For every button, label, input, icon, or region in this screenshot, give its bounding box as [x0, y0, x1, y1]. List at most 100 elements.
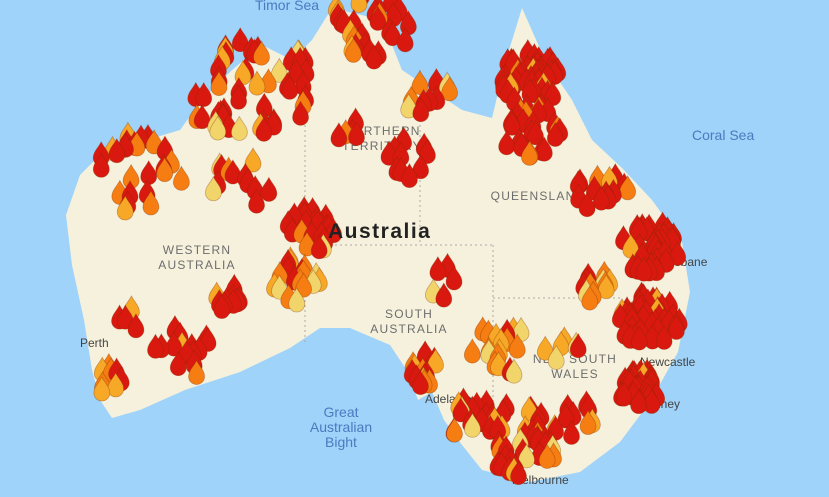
fire-marker-icon[interactable]	[581, 285, 599, 311]
fire-marker-icon[interactable]	[230, 84, 248, 110]
fire-marker-icon[interactable]	[597, 273, 615, 300]
fire-marker-icon[interactable]	[210, 70, 228, 96]
fire-marker-icon[interactable]	[490, 350, 507, 377]
fire-marker-icon[interactable]	[195, 81, 213, 107]
fire-marker-icon[interactable]	[169, 350, 187, 377]
fire-marker-icon[interactable]	[547, 344, 565, 370]
fire-marker-icon[interactable]	[380, 140, 398, 166]
fire-marker-icon[interactable]	[142, 190, 160, 216]
perth-label: Perth	[80, 336, 109, 350]
fire-marker-icon[interactable]	[445, 265, 463, 291]
fire-marker-icon[interactable]	[224, 159, 242, 185]
fire-marker-icon[interactable]	[419, 138, 436, 164]
fire-marker-icon[interactable]	[535, 136, 553, 162]
fire-marker-icon[interactable]	[579, 409, 597, 435]
fire-marker-icon[interactable]	[253, 40, 270, 66]
fire-marker-icon[interactable]	[230, 115, 248, 141]
fire-marker-icon[interactable]	[295, 272, 313, 298]
fire-marker-icon[interactable]	[655, 324, 673, 350]
fire-marker-icon[interactable]	[330, 122, 348, 148]
fire-marker-icon[interactable]	[107, 372, 125, 398]
fire-markers	[92, 0, 688, 485]
fire-marker-icon[interactable]	[518, 443, 535, 469]
fire-marker-icon[interactable]	[288, 287, 306, 313]
fire-marker-icon[interactable]	[429, 255, 447, 282]
fire-marker-icon[interactable]	[244, 147, 262, 173]
country-label: Australia	[328, 220, 431, 243]
fire-marker-icon[interactable]	[538, 443, 556, 469]
fire-marker-icon[interactable]	[248, 70, 266, 96]
fire-marker-icon[interactable]	[498, 129, 516, 156]
fire-marker-icon[interactable]	[401, 162, 418, 188]
fire-marker-icon[interactable]	[505, 358, 523, 384]
fire-marker-icon[interactable]	[446, 417, 463, 443]
fire-marker-icon[interactable]	[412, 153, 430, 180]
fire-marker-icon[interactable]	[147, 333, 164, 359]
fire-marker-icon[interactable]	[348, 120, 365, 146]
fire-marker-icon[interactable]	[592, 185, 610, 211]
fire-marker-icon[interactable]	[508, 333, 526, 359]
fire-marker-icon[interactable]	[441, 75, 458, 102]
fire-marker-icon[interactable]	[578, 191, 596, 218]
fire-marker-icon[interactable]	[503, 110, 521, 136]
fire-marker-icon[interactable]	[248, 188, 265, 214]
fire-marker-icon[interactable]	[384, 20, 401, 47]
fire-marker-icon[interactable]	[635, 256, 653, 282]
fire-marker-icon[interactable]	[435, 282, 453, 308]
fire-marker-icon[interactable]	[527, 119, 544, 146]
fire-marker-icon[interactable]	[557, 403, 575, 429]
fire-marker-icon[interactable]	[412, 369, 429, 395]
fire-marker-icon[interactable]	[116, 195, 134, 221]
fire-marker-icon[interactable]	[521, 140, 538, 166]
fire-marker-icon[interactable]	[345, 37, 362, 63]
fire-marker-icon[interactable]	[667, 314, 685, 340]
fire-marker-icon[interactable]	[292, 100, 309, 126]
fire-marker-icon[interactable]	[615, 381, 633, 407]
fire-marker-icon[interactable]	[260, 176, 278, 202]
fire-marker-icon[interactable]	[209, 115, 227, 141]
fire-marker-icon[interactable]	[400, 93, 418, 119]
fire-marker-icon[interactable]	[213, 293, 231, 319]
fire-marker-icon[interactable]	[619, 174, 637, 201]
fire-marker-icon[interactable]	[536, 335, 554, 361]
fire-marker-icon[interactable]	[546, 121, 564, 147]
fire-marker-icon[interactable]	[231, 26, 249, 53]
fire-marker-icon[interactable]	[643, 388, 661, 414]
fire-marker-icon[interactable]	[116, 304, 134, 330]
fire-marker-icon[interactable]	[255, 116, 273, 142]
fire-marker-icon[interactable]	[369, 5, 387, 31]
bight-label-line3: Bight	[325, 434, 357, 450]
fire-marker-icon[interactable]	[427, 348, 444, 374]
fire-marker-icon[interactable]	[411, 69, 429, 95]
fire-marker-icon[interactable]	[630, 325, 648, 351]
fire-marker-icon[interactable]	[156, 156, 174, 182]
fire-marker-icon[interactable]	[188, 359, 205, 385]
fire-marker-icon[interactable]	[350, 0, 368, 13]
fire-marker-icon[interactable]	[172, 165, 190, 191]
fire-marker-icon[interactable]	[298, 231, 316, 257]
fire-marker-icon[interactable]	[365, 44, 383, 70]
fire-marker-icon[interactable]	[452, 397, 470, 423]
fire-marker-icon[interactable]	[463, 338, 481, 364]
fire-marker-icon[interactable]	[630, 388, 647, 414]
fire-marker-icon[interactable]	[281, 74, 299, 100]
fire-marker-icon[interactable]	[669, 240, 687, 266]
fire-marker-icon[interactable]	[396, 26, 414, 53]
fire-marker-icon[interactable]	[165, 331, 183, 357]
fire-marker-icon[interactable]	[510, 459, 527, 485]
fire-marker-icon[interactable]	[412, 96, 430, 123]
fire-marker-icon[interactable]	[569, 332, 587, 359]
fire-marker-icon[interactable]	[193, 103, 211, 130]
coral-sea-label: Coral Sea	[692, 127, 754, 143]
fire-marker-icon[interactable]	[127, 312, 145, 339]
fire-marker-icon[interactable]	[310, 233, 328, 260]
fire-marker-icon[interactable]	[270, 57, 288, 83]
fire-marker-icon[interactable]	[108, 137, 126, 164]
fire-marker-icon[interactable]	[92, 152, 110, 178]
qld-label: QUEENSLAND	[491, 189, 586, 203]
fire-marker-icon[interactable]	[204, 175, 222, 202]
fire-marker-icon[interactable]	[93, 376, 111, 402]
fire-marker-icon[interactable]	[464, 412, 481, 438]
fire-marker-icon[interactable]	[563, 419, 580, 445]
